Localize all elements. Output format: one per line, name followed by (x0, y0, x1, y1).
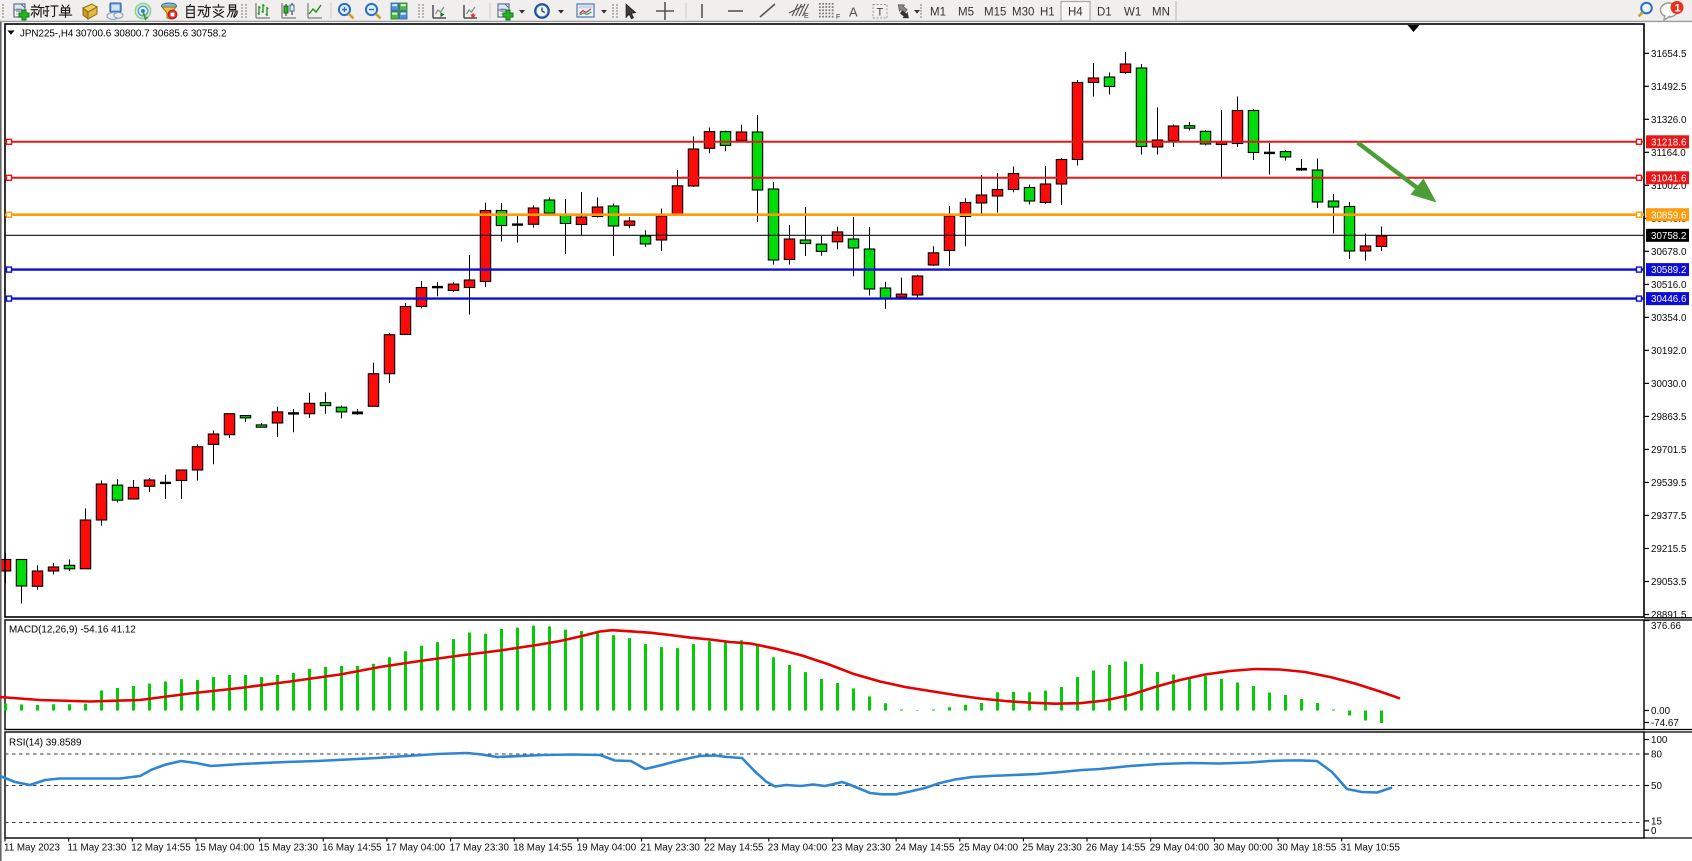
svg-text:31041.6: 31041.6 (1651, 173, 1687, 184)
svg-text:25 May 23:30: 25 May 23:30 (1022, 843, 1082, 854)
svg-text:22 May 14:55: 22 May 14:55 (704, 843, 764, 854)
svg-text:W1: W1 (1124, 7, 1141, 19)
svg-text:376.66: 376.66 (1651, 621, 1682, 632)
svg-text:100: 100 (1651, 735, 1668, 746)
svg-text:30192.0: 30192.0 (1651, 346, 1687, 357)
svg-text:H1: H1 (1040, 7, 1055, 19)
svg-text:30354.0: 30354.0 (1651, 313, 1687, 324)
svg-text:30 May 00:00: 30 May 00:00 (1213, 843, 1273, 854)
svg-text:26 May 14:55: 26 May 14:55 (1086, 843, 1146, 854)
svg-text:29863.5: 29863.5 (1651, 412, 1687, 423)
svg-text:23 May 23:30: 23 May 23:30 (831, 843, 891, 854)
svg-text:E: E (804, 13, 809, 20)
svg-text:11 May 2023: 11 May 2023 (4, 843, 60, 854)
svg-text:MN: MN (1152, 7, 1170, 19)
svg-text:30516.0: 30516.0 (1651, 280, 1687, 291)
svg-text:29701.5: 29701.5 (1651, 445, 1687, 456)
svg-text:80: 80 (1651, 750, 1662, 761)
svg-text:12 May 14:55: 12 May 14:55 (131, 843, 191, 854)
svg-text:16 May 14:55: 16 May 14:55 (322, 843, 382, 854)
svg-text:1: 1 (1675, 3, 1681, 15)
svg-text:30 May 18:55: 30 May 18:55 (1277, 843, 1337, 854)
svg-text:0: 0 (1651, 826, 1657, 837)
svg-text:31326.0: 31326.0 (1651, 115, 1687, 126)
svg-text:MACD(12,26,9) -54.16 41.12: MACD(12,26,9) -54.16 41.12 (9, 625, 136, 636)
svg-text:F: F (836, 14, 840, 21)
svg-text:-74.67: -74.67 (1651, 718, 1679, 729)
svg-text:24 May 14:55: 24 May 14:55 (895, 843, 955, 854)
svg-text:29539.5: 29539.5 (1651, 478, 1687, 489)
svg-text:25 May 04:00: 25 May 04:00 (959, 843, 1019, 854)
svg-text:31492.5: 31492.5 (1651, 82, 1687, 93)
svg-text:31002.0: 31002.0 (1651, 181, 1687, 192)
svg-text:JPN225-,H4: JPN225-,H4 (20, 29, 74, 40)
svg-text:31 May 10:55: 31 May 10:55 (1341, 843, 1401, 854)
svg-text:30678.0: 30678.0 (1651, 247, 1687, 258)
svg-text:17 May 23:30: 17 May 23:30 (450, 843, 510, 854)
svg-text:30700.6 30800.7 30685.6 30758.: 30700.6 30800.7 30685.6 30758.2 (76, 29, 227, 40)
svg-text:15 May 04:00: 15 May 04:00 (195, 843, 255, 854)
svg-text:M5: M5 (958, 7, 974, 19)
svg-text:29053.5: 29053.5 (1651, 577, 1687, 588)
svg-text:H4: H4 (1068, 7, 1083, 19)
svg-text:RSI(14) 39.8589: RSI(14) 39.8589 (9, 738, 82, 749)
svg-text:T: T (877, 7, 884, 19)
svg-text:0.00: 0.00 (1651, 706, 1671, 717)
svg-text:50: 50 (1651, 781, 1662, 792)
svg-text:M30: M30 (1012, 7, 1034, 19)
svg-text:30030.0: 30030.0 (1651, 379, 1687, 390)
svg-text:31654.5: 31654.5 (1651, 49, 1687, 60)
svg-text:29 May 04:00: 29 May 04:00 (1150, 843, 1210, 854)
svg-text:17 May 04:00: 17 May 04:00 (386, 843, 446, 854)
svg-text:15 May 23:30: 15 May 23:30 (259, 843, 319, 854)
svg-text:15: 15 (1651, 817, 1662, 828)
svg-text:31164.0: 31164.0 (1651, 148, 1686, 159)
svg-text:21 May 23:30: 21 May 23:30 (641, 843, 701, 854)
svg-text:19 May 04:00: 19 May 04:00 (577, 843, 637, 854)
svg-text:18 May 14:55: 18 May 14:55 (513, 843, 573, 854)
svg-text:28891.5: 28891.5 (1651, 610, 1687, 621)
svg-text:D1: D1 (1097, 7, 1112, 19)
svg-text:30758.2: 30758.2 (1651, 231, 1686, 242)
svg-text:30446.6: 30446.6 (1651, 294, 1687, 305)
svg-text:23 May 04:00: 23 May 04:00 (768, 843, 828, 854)
svg-text:29215.5: 29215.5 (1651, 544, 1687, 555)
svg-text:30859.6: 30859.6 (1651, 210, 1687, 221)
svg-text:31218.6: 31218.6 (1651, 137, 1687, 148)
svg-text:11 May 23:30: 11 May 23:30 (68, 843, 127, 854)
svg-text:M15: M15 (984, 7, 1006, 19)
svg-text:30589.2: 30589.2 (1651, 265, 1686, 276)
svg-text:M1: M1 (930, 7, 946, 19)
svg-text:29377.5: 29377.5 (1651, 511, 1687, 522)
svg-text:A: A (849, 5, 858, 20)
